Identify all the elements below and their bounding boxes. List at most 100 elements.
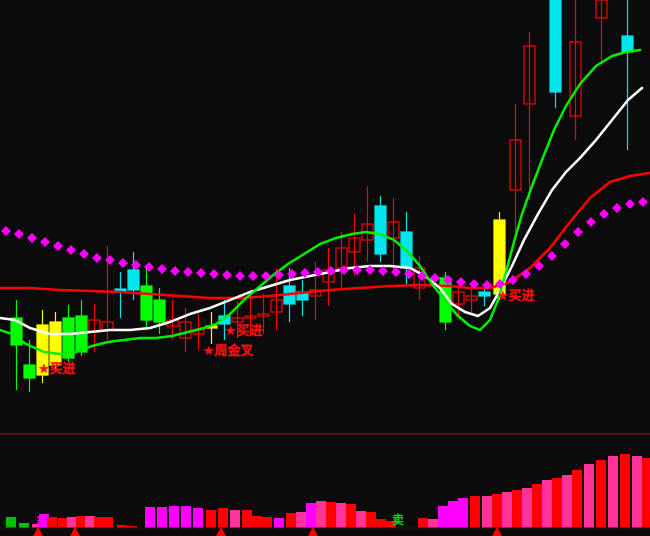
candle-body bbox=[10, 317, 23, 346]
volume-bar[interactable] bbox=[316, 501, 326, 528]
volume-arrow-5[interactable] bbox=[492, 527, 502, 536]
volume-arrow-2[interactable] bbox=[70, 527, 80, 536]
volume-bar[interactable] bbox=[438, 506, 448, 528]
candlestick[interactable] bbox=[335, 232, 348, 290]
candlestick[interactable] bbox=[10, 300, 23, 390]
price-chart-canvas[interactable] bbox=[0, 0, 650, 434]
volume-bar[interactable] bbox=[448, 501, 458, 528]
volume-bar[interactable] bbox=[366, 512, 376, 528]
volume-bar[interactable] bbox=[522, 488, 532, 528]
volume-bar[interactable] bbox=[103, 517, 113, 528]
candlestick[interactable] bbox=[322, 248, 335, 306]
ma-line-ma-mid-white[interactable] bbox=[0, 86, 644, 336]
volume-bar[interactable] bbox=[562, 475, 572, 528]
volume-bar[interactable] bbox=[19, 523, 29, 528]
volume-bar[interactable] bbox=[94, 517, 104, 528]
volume-bar[interactable] bbox=[376, 519, 386, 528]
volume-arrow-4[interactable] bbox=[308, 527, 318, 536]
volume-bar[interactable] bbox=[306, 503, 316, 528]
candlestick[interactable] bbox=[361, 186, 374, 262]
volume-bar[interactable] bbox=[230, 510, 240, 528]
volume-bar[interactable] bbox=[262, 517, 272, 528]
volume-arrow-1[interactable] bbox=[33, 527, 43, 536]
volume-bar[interactable] bbox=[169, 506, 179, 528]
candlestick[interactable] bbox=[257, 294, 270, 334]
volume-bar[interactable] bbox=[193, 508, 203, 528]
candlestick[interactable] bbox=[465, 286, 478, 312]
volume-bar[interactable] bbox=[470, 496, 480, 528]
volume-bar[interactable] bbox=[242, 510, 252, 528]
volume-bar[interactable] bbox=[76, 516, 86, 528]
volume-bar[interactable] bbox=[47, 517, 57, 528]
volume-bar[interactable] bbox=[286, 513, 296, 528]
volume-bar[interactable] bbox=[274, 518, 284, 528]
sar-dot bbox=[391, 267, 401, 277]
volume-bar[interactable] bbox=[596, 460, 606, 528]
volume-bar[interactable] bbox=[6, 517, 16, 528]
candlestick[interactable] bbox=[523, 32, 536, 200]
volume-bar[interactable] bbox=[346, 504, 356, 528]
volume-bar[interactable] bbox=[296, 512, 306, 528]
candlestick[interactable] bbox=[549, 0, 562, 108]
candle-body bbox=[478, 291, 491, 297]
ma-line-ma-short-green[interactable] bbox=[0, 48, 642, 356]
volume-bar[interactable] bbox=[356, 511, 366, 528]
candlestick[interactable] bbox=[114, 272, 127, 318]
candlestick[interactable] bbox=[374, 196, 387, 262]
candlestick[interactable] bbox=[569, 0, 582, 140]
volume-bar[interactable] bbox=[336, 503, 346, 528]
volume-chart-panel[interactable] bbox=[0, 435, 650, 536]
volume-bar[interactable] bbox=[58, 518, 68, 528]
ma-line-ma-long-red[interactable] bbox=[0, 171, 650, 300]
volume-bar[interactable] bbox=[458, 498, 468, 528]
candlestick[interactable] bbox=[387, 198, 400, 270]
volume-bar[interactable] bbox=[632, 456, 642, 528]
volume-bar[interactable] bbox=[218, 508, 228, 528]
sar-dot bbox=[183, 267, 193, 277]
volume-bar[interactable] bbox=[428, 519, 438, 528]
volume-arrow-3[interactable] bbox=[216, 527, 226, 536]
candlestick[interactable] bbox=[621, 0, 634, 150]
volume-bar[interactable] bbox=[145, 507, 155, 528]
volume-bar[interactable] bbox=[117, 525, 127, 528]
candlestick[interactable] bbox=[348, 214, 361, 276]
volume-bar[interactable] bbox=[620, 454, 630, 528]
volume-bar[interactable] bbox=[181, 506, 191, 528]
candlestick[interactable] bbox=[509, 104, 522, 240]
candlestick[interactable] bbox=[244, 298, 257, 336]
candlestick[interactable] bbox=[595, 0, 608, 62]
volume-bar[interactable] bbox=[39, 514, 49, 528]
volume-bar[interactable] bbox=[386, 521, 396, 528]
candlestick[interactable] bbox=[218, 300, 231, 340]
volume-bar[interactable] bbox=[482, 496, 492, 528]
candlestick[interactable] bbox=[23, 340, 36, 392]
volume-bar[interactable] bbox=[584, 464, 594, 528]
volume-bar[interactable] bbox=[502, 492, 512, 528]
volume-bar[interactable] bbox=[572, 470, 582, 528]
price-chart-panel[interactable] bbox=[0, 0, 650, 434]
volume-bar[interactable] bbox=[67, 517, 77, 528]
volume-bar[interactable] bbox=[642, 458, 650, 528]
candlestick[interactable] bbox=[49, 312, 62, 370]
volume-chart-canvas[interactable] bbox=[0, 435, 650, 536]
volume-bar[interactable] bbox=[157, 507, 167, 528]
volume-bar[interactable] bbox=[542, 480, 552, 528]
volume-bar[interactable] bbox=[512, 490, 522, 528]
sar-dot bbox=[456, 277, 466, 287]
volume-bar[interactable] bbox=[532, 484, 542, 528]
volume-bar[interactable] bbox=[492, 494, 502, 528]
volume-bar[interactable] bbox=[206, 510, 216, 528]
volume-bar[interactable] bbox=[608, 456, 618, 528]
candlestick[interactable] bbox=[296, 280, 309, 316]
volume-bar[interactable] bbox=[85, 516, 95, 528]
volume-bar[interactable] bbox=[127, 526, 137, 528]
volume-bar[interactable] bbox=[32, 524, 42, 528]
volume-bar[interactable] bbox=[418, 518, 428, 528]
candlestick[interactable] bbox=[140, 265, 153, 330]
volume-bar[interactable] bbox=[552, 478, 562, 528]
volume-bar[interactable] bbox=[326, 502, 336, 528]
volume-bar[interactable] bbox=[252, 516, 262, 528]
sar-dot bbox=[417, 271, 427, 281]
candlestick[interactable] bbox=[270, 268, 283, 330]
